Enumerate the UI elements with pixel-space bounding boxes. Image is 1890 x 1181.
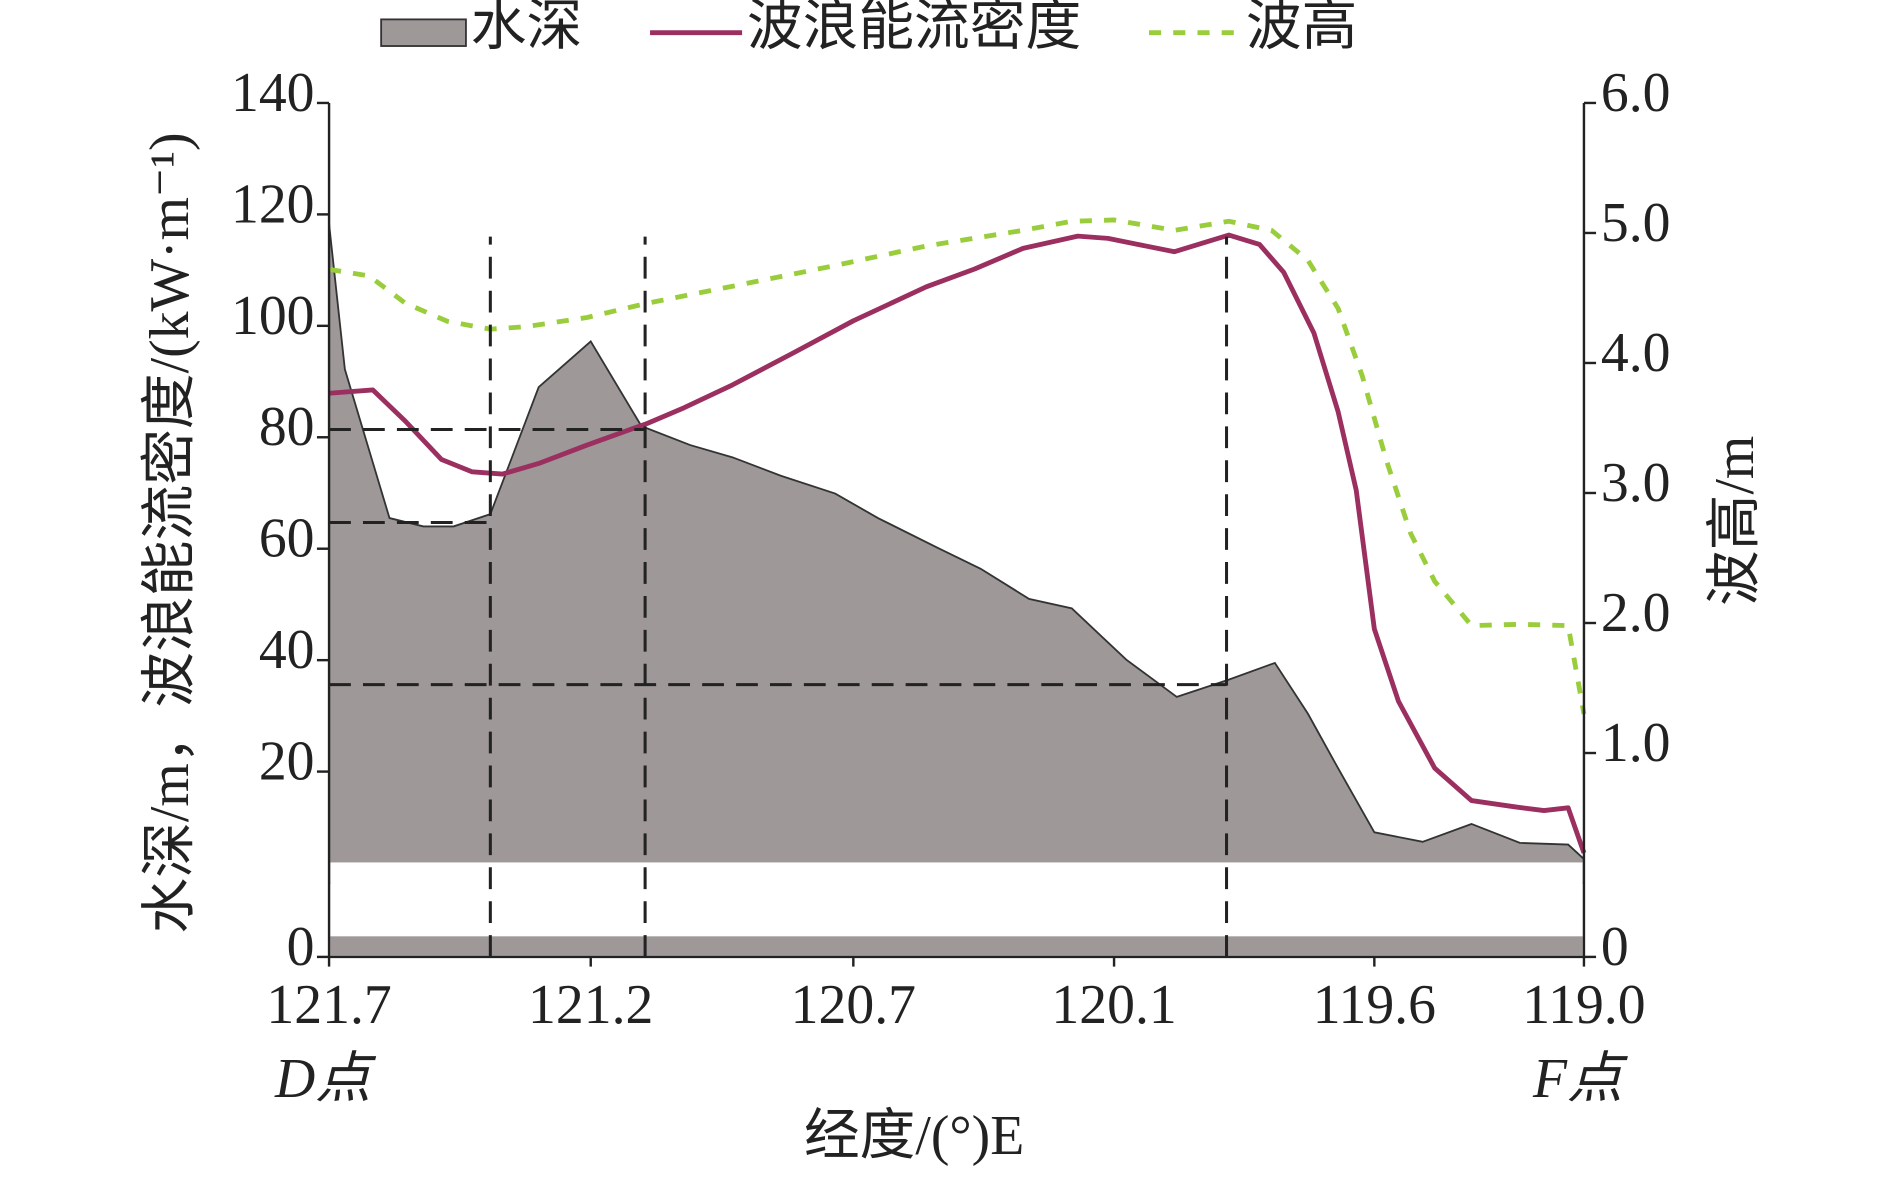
y-tick-label: 60	[259, 508, 315, 570]
start-label: D点	[274, 1048, 376, 1110]
x-tick-label: 121.7	[266, 974, 391, 1036]
y-tick-label: 100	[231, 285, 315, 347]
x-tick-label: 120.1	[1051, 974, 1176, 1036]
x-tick-label: 119.0	[1522, 974, 1645, 1036]
y2-tick-label: 5.0	[1601, 192, 1671, 254]
y2-tick-label: 1.0	[1601, 712, 1671, 774]
y2-axis-title: 波高/m	[1704, 436, 1766, 606]
line	[328, 217, 1587, 715]
y-tick-label: 120	[231, 173, 315, 235]
end-label: F点	[1532, 1048, 1628, 1110]
y-tick-label: 20	[259, 731, 315, 793]
y2-tick-label: 2.0	[1601, 582, 1671, 644]
line	[328, 232, 1587, 854]
area	[328, 223, 1585, 884]
y-tick-label: 40	[259, 619, 315, 681]
y2-tick-label: 4.0	[1601, 322, 1671, 384]
x-tick-label: 121.2	[528, 974, 653, 1036]
axis-break-strip	[330, 936, 1583, 956]
legend-label: 波高	[1246, 0, 1357, 57]
legend-label: 波浪能流密度	[747, 0, 1081, 57]
plot-area	[328, 223, 1585, 884]
x-tick-label: 119.6	[1313, 974, 1436, 1036]
x-axis-title: 经度/(°)E	[804, 1105, 1024, 1167]
legend: 水深 波浪能流密度 波高	[380, 0, 1357, 57]
legend-label: 水深	[471, 0, 582, 57]
y-tick-label: 140	[231, 62, 315, 124]
x-tick-label: 120.7	[791, 974, 916, 1036]
y-tick-label: 0	[287, 916, 315, 978]
overlay	[328, 217, 1587, 957]
y2-tick-label: 0	[1601, 916, 1629, 978]
y-tick-label: 80	[259, 396, 315, 458]
axis-break	[330, 862, 1583, 937]
y-axis-title: 水深/m，波浪能流密度/(kW·m⁻¹)	[139, 132, 201, 933]
legend-swatch	[380, 18, 467, 47]
y2-tick-label: 3.0	[1601, 452, 1671, 514]
y2-tick-label: 6.0	[1601, 62, 1671, 124]
